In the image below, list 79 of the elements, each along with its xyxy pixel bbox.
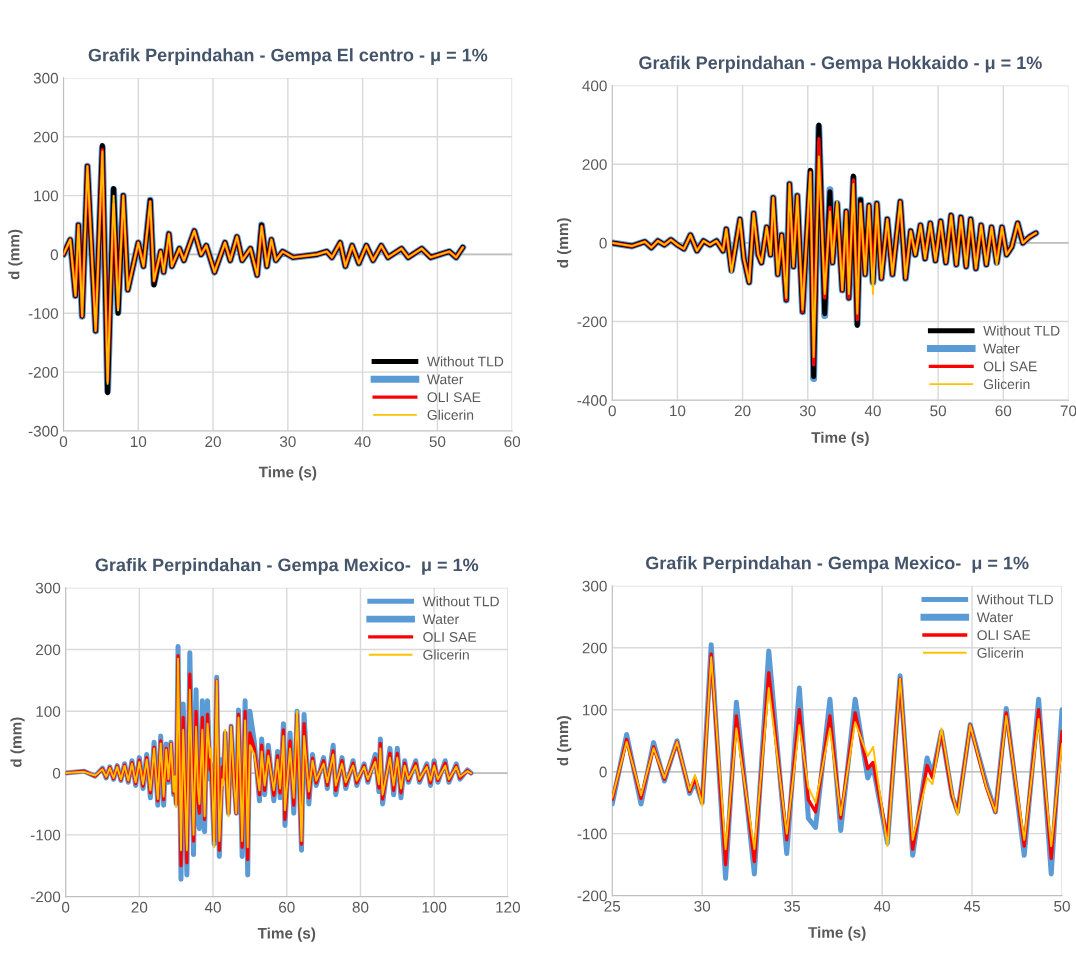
x-tick-label: 0	[608, 405, 616, 417]
legend-label: Without TLD	[422, 596, 499, 607]
y-tick-label: 300	[582, 580, 607, 592]
x-tick-label: 25	[604, 900, 621, 912]
chart-title: Grafik Perpindahan - Gempa El centro - μ = 1%	[88, 48, 488, 65]
y-tick-label: -300	[28, 425, 59, 437]
x-tick-label: 100	[422, 901, 447, 913]
y-tick-label: -400	[577, 395, 607, 406]
y-tick-label: 200	[36, 644, 61, 656]
x-tick-label: 40	[873, 900, 890, 912]
chart-title: Grafik Perpindahan - Gempa Mexico- μ = 1%	[645, 556, 1029, 573]
y-tick-label: 400	[582, 80, 607, 92]
x-tick-label: 50	[429, 436, 446, 448]
x-tick-label: 40	[204, 901, 221, 913]
x-tick-label: 70	[1060, 405, 1076, 417]
x-tick-label: 0	[61, 901, 70, 913]
y-tick-label: -100	[28, 308, 59, 319]
x-tick-label: 60	[279, 901, 295, 913]
y-tick-label: 300	[33, 72, 59, 84]
x-tick-label: 40	[864, 405, 881, 417]
x-tick-label: 80	[352, 901, 369, 913]
x-tick-label: 10	[670, 405, 686, 417]
legend-label: Water	[422, 614, 459, 625]
x-axis-title: Time (s)	[811, 431, 869, 446]
x-tick-label: 60	[995, 405, 1012, 417]
legend-label: Without TLD	[426, 356, 504, 367]
y-tick-label: 0	[52, 767, 61, 779]
legend-label: Glicerin	[977, 647, 1023, 658]
legend-label: Water	[426, 374, 464, 385]
legend-label: Glicerin	[423, 649, 469, 660]
y-tick-label: 100	[583, 704, 607, 716]
y-tick-label: -100	[577, 828, 607, 840]
x-tick-label: 30	[694, 900, 711, 912]
x-axis-title: Time (s)	[257, 927, 316, 942]
x-tick-label: 50	[1054, 900, 1070, 912]
y-tick-label: 0	[599, 766, 607, 778]
legend-label: Glicerin	[983, 378, 1030, 390]
y-tick-label: 200	[582, 159, 607, 170]
y-tick-label: 300	[35, 582, 61, 594]
y-axis-title: d (mm)	[557, 716, 572, 766]
legend-label: Water	[983, 343, 1020, 354]
chart-title: Grafik Perpindahan - Gempa Hokkaido - μ = 1%	[639, 55, 1042, 73]
y-axis-title: d (mm)	[557, 218, 572, 268]
x-axis-title: Time (s)	[258, 466, 317, 481]
x-tick-label: 20	[131, 901, 148, 913]
y-tick-label: 0	[599, 237, 607, 249]
legend-label: Without TLD	[983, 325, 1060, 336]
y-tick-label: -100	[30, 829, 61, 841]
y-tick-label: 100	[36, 706, 61, 717]
legend-label: Water	[976, 612, 1014, 623]
legend-label: OLI SAE	[427, 392, 481, 403]
y-axis-title: d (mm)	[8, 229, 23, 280]
x-tick-label: 40	[354, 436, 371, 448]
x-tick-label: 120	[496, 901, 521, 913]
legend-label: OLI SAE	[977, 630, 1031, 641]
y-tick-label: -200	[577, 316, 607, 328]
legend-label: Without TLD	[976, 594, 1054, 605]
legend-label: OLI SAE	[983, 361, 1037, 372]
x-tick-label: 20	[205, 436, 221, 448]
y-tick-label: -200	[577, 890, 607, 902]
legend-label: OLI SAE	[423, 632, 477, 642]
y-tick-label: -200	[28, 367, 59, 378]
chart-title: Grafik Perpindahan - Gempa Mexico- μ = 1%	[95, 558, 479, 575]
y-tick-label: 0	[50, 249, 59, 261]
y-tick-label: 100	[34, 190, 59, 202]
x-tick-label: 45	[963, 901, 980, 912]
y-axis-title: d (mm)	[10, 717, 25, 768]
x-tick-label: 30	[279, 436, 296, 448]
x-tick-label: 50	[930, 405, 947, 417]
y-tick-label: 200	[33, 131, 59, 143]
x-axis-title: Time (s)	[808, 926, 866, 941]
x-tick-label: 30	[799, 405, 816, 417]
x-tick-label: 35	[784, 900, 801, 912]
y-tick-label: -200	[30, 891, 61, 903]
x-tick-label: 60	[504, 436, 521, 448]
y-tick-label: 200	[582, 642, 607, 654]
x-tick-label: 10	[130, 436, 147, 448]
x-tick-label: 20	[734, 405, 751, 417]
legend-label: Glicerin	[427, 409, 474, 420]
